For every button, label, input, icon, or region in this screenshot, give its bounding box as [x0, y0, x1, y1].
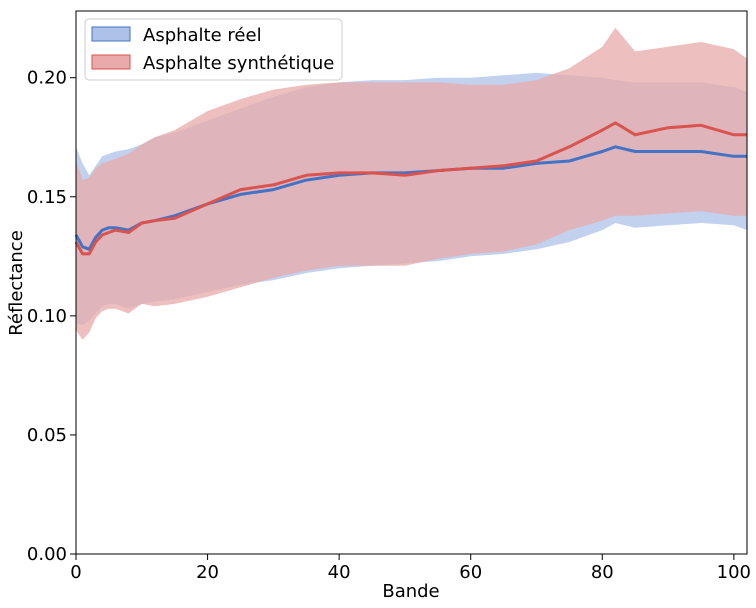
x-tick-label: 80 [591, 562, 614, 583]
x-tick-label: 100 [717, 562, 751, 583]
confidence-bands [76, 27, 747, 340]
mean-line-synthetic [74, 121, 747, 256]
mean-lines [74, 121, 747, 256]
legend-box [84, 18, 343, 81]
y-tick-label: 0.10 [27, 306, 67, 327]
mean-line-real [74, 145, 747, 251]
legend-label-real: Asphalte réel [143, 25, 262, 46]
x-tick-label: 40 [328, 562, 351, 583]
x-axis: 0 20 40 60 80 100 [70, 554, 751, 583]
y-tick-label: 0.20 [27, 68, 67, 89]
y-tick-label: 0.05 [27, 425, 67, 446]
x-axis-title: Bande [382, 581, 439, 602]
y-axis-title: Réflectance [6, 230, 27, 336]
x-tick-label: 20 [196, 562, 219, 583]
legend: Asphalte réel Asphalte synthétique [84, 18, 343, 81]
legend-label-synthetic: Asphalte synthétique [143, 53, 334, 74]
legend-swatch-synthetic [91, 54, 131, 70]
x-tick-label: 60 [459, 562, 482, 583]
band-synthetic [76, 27, 747, 340]
x-tick-label: 0 [70, 562, 81, 583]
y-tick-label: 0.00 [27, 544, 67, 565]
y-axis: 0.00 0.05 0.10 0.15 0.20 [27, 68, 76, 565]
plot-frame [75, 10, 748, 555]
legend-swatch-real [91, 26, 131, 42]
y-tick-label: 0.15 [27, 187, 67, 208]
